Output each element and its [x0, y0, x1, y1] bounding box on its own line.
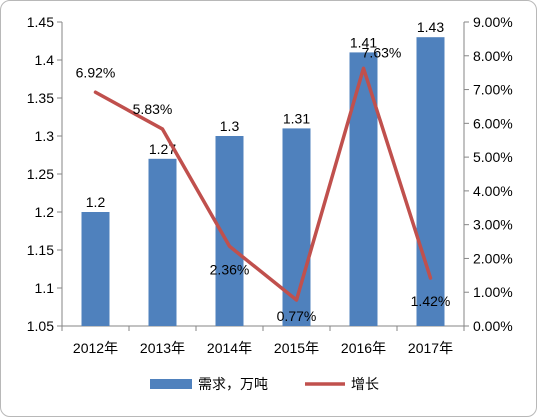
line-data-label: 6.92%: [76, 64, 116, 80]
y-right-tick-label: 6.00%: [473, 115, 513, 131]
bar: [148, 158, 177, 326]
bar-data-label: 1.31: [283, 110, 310, 126]
line-data-label: 2.36%: [210, 261, 250, 277]
y-right-tick-label: 1.00%: [473, 284, 513, 300]
x-tick-label: 2012年: [73, 340, 118, 356]
y-left-tick-label: 1.25: [27, 166, 54, 182]
line-data-label: 7.63%: [362, 44, 402, 60]
x-tick-label: 2013年: [140, 340, 185, 356]
growth-line: [93, 66, 433, 302]
y-right-tick-label: 2.00%: [473, 250, 513, 266]
y-right-tick-label: 3.00%: [473, 217, 513, 233]
x-tick-label: 2016年: [341, 340, 386, 356]
line-data-label: 1.42%: [411, 293, 451, 309]
line-data-label: 5.83%: [133, 101, 173, 117]
y-left-tick-label: 1.4: [35, 52, 55, 68]
y-left-tick-label: 1.05: [27, 318, 54, 334]
x-tick-label: 2015年: [274, 340, 319, 356]
legend-swatch-bar: [150, 379, 192, 389]
bar-data-label: 1.27: [149, 141, 176, 157]
y-right-tick-label: 7.00%: [473, 82, 513, 98]
x-tick-label: 2017年: [408, 340, 453, 356]
y-left-tick-label: 1.15: [27, 242, 54, 258]
line-data-label: 0.77%: [277, 308, 317, 324]
y-left-tick-label: 1.2: [35, 204, 55, 220]
x-tick-label: 2014年: [207, 340, 252, 356]
bar-data-label: 1.43: [417, 19, 444, 35]
y-left-tick-label: 1.3: [35, 128, 55, 144]
y-right-tick-label: 0.00%: [473, 318, 513, 334]
bar-data-label: 1.2: [86, 194, 106, 210]
y-right-tick-label: 8.00%: [473, 48, 513, 64]
bar: [81, 212, 110, 326]
bar: [416, 37, 445, 326]
y-right-tick-label: 9.00%: [473, 14, 513, 30]
bar-data-label: 1.3: [220, 118, 240, 134]
legend-label-growth: 增长: [351, 376, 379, 392]
bar-data-label: 1.41: [350, 34, 377, 50]
y-right-tick-label: 4.00%: [473, 183, 513, 199]
y-left-tick-label: 1.45: [27, 14, 54, 30]
y-left-tick-label: 1.1: [35, 280, 55, 296]
y-right-tick-label: 5.00%: [473, 149, 513, 165]
y-left-tick-label: 1.35: [27, 90, 54, 106]
legend-label-demand: 需求，万吨: [198, 376, 268, 392]
